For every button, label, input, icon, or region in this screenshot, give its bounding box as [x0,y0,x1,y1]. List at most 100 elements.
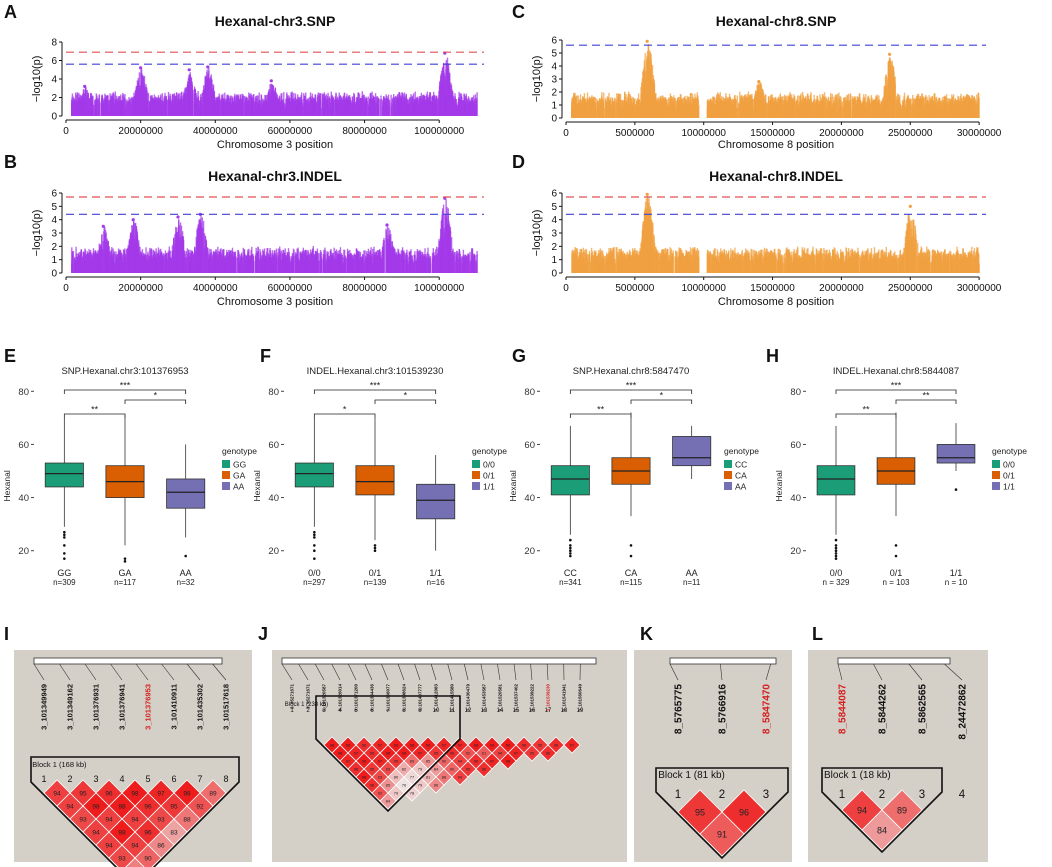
snp-point-bar [118,262,120,273]
snp-point-bar [292,102,294,116]
snp-point-bar [242,95,244,116]
snp-point-bar [178,229,180,273]
snp-point-bar [328,98,331,116]
snp-point-bar [470,102,473,116]
snp-point-bar [383,97,385,116]
snp-point-bar [326,254,328,273]
snp-point-bar [193,101,195,116]
snp-point-bar [319,254,322,273]
snp-point-bar [297,257,299,273]
snp-point-bar [282,253,284,273]
snp-point-bar [125,261,127,273]
snp-point-bar [941,99,943,118]
snp-point-bar [425,254,427,273]
snp-point-bar [369,93,371,116]
snp-point-bar [446,206,448,273]
x-tick-label: 60000000 [268,126,313,137]
snp-point-bar [433,94,435,116]
snp-point-bar [931,102,933,118]
y-tick-label: 0 [51,269,57,280]
snp-point-bar [181,97,183,116]
snp-point-bar [345,109,347,116]
snp-point-bar [295,257,298,273]
snp-point-bar [420,258,422,273]
snp-point-bar [343,93,345,116]
snp-point-bar [229,250,231,273]
snp-point-bar [97,98,99,116]
snp-point-bar [318,101,320,116]
snp-point-bar [356,255,358,273]
snp-point-bar [438,95,440,116]
snp-point-bar [224,92,226,116]
snp-point-bar [212,252,215,273]
snp-point-bar [259,104,261,116]
snp-point-bar [333,264,335,273]
snp-point-bar [257,254,260,273]
snp-point-bar [101,245,103,273]
snp-point-bar [301,99,303,116]
snp-point-bar [473,95,475,116]
snp-point-bar [465,257,467,273]
snp-point-bar [151,260,154,273]
snp-point-bar [252,253,254,273]
snp-point-bar [371,98,373,116]
snp-point-bar [400,101,402,116]
snp-point-bar [370,258,372,273]
snp-point-bar [426,96,428,116]
snp-point-bar [427,99,429,116]
y-tick-label: 5 [51,202,57,213]
snp-point-bar [82,93,85,116]
snp-point-bar [367,255,369,273]
snp-point-bar [404,102,406,116]
snp-point-bar [460,99,462,116]
snp-point-bar [386,242,388,273]
snp-point-bar [183,250,186,273]
snp-point-bar [436,96,438,116]
snp-point-bar [236,106,239,116]
snp-point-bar [273,254,276,273]
snp-point-bar [330,91,332,116]
snp-point-bar [357,97,359,116]
snp-point-bar [118,107,120,116]
snp-point-bar [280,259,282,273]
snp-point-bar [172,94,174,116]
snp-point-bar [466,255,468,273]
snp-point-bar [471,248,473,273]
snp-point-bar [111,93,113,116]
snp-point-bar [114,262,116,273]
snp-point-bar [368,255,371,273]
snp-point-bar [440,79,442,116]
y-tick-label: 2 [51,242,57,253]
snp-point-bar [234,251,236,273]
snp-point-bar [156,102,158,116]
snp-point-bar [365,97,368,116]
snp-point-bar [191,259,194,273]
snp-point-bar [447,224,449,273]
snp-point-bar [171,95,173,116]
snp-point-bar [407,264,409,273]
snp-point-bar [465,96,467,116]
snp-points [71,199,478,273]
snp-point-bar [368,101,371,116]
snp-point-bar [341,254,343,273]
panel-letter-c: C [512,2,525,22]
snp-point-bar [282,103,284,116]
snp-point-bar [144,260,147,273]
snp-point-bar [456,259,458,273]
snp-point-bar [276,252,278,273]
snp-point-bar [892,67,894,118]
snp-point-bar [351,100,353,116]
y-tick-label: 6 [51,56,57,67]
snp-point-bar [133,219,135,273]
snp-point-bar [102,249,104,273]
snp-point-bar [357,252,360,273]
snp-point-bar [325,94,328,116]
snp-point-bar [235,106,237,116]
snp-point-bar [194,254,196,273]
snp-point-bar [458,91,460,116]
snp-point-bar [305,252,307,273]
snp-point-bar [194,89,196,116]
snp-point-bar [446,63,448,116]
snp-point-bar [96,256,98,273]
